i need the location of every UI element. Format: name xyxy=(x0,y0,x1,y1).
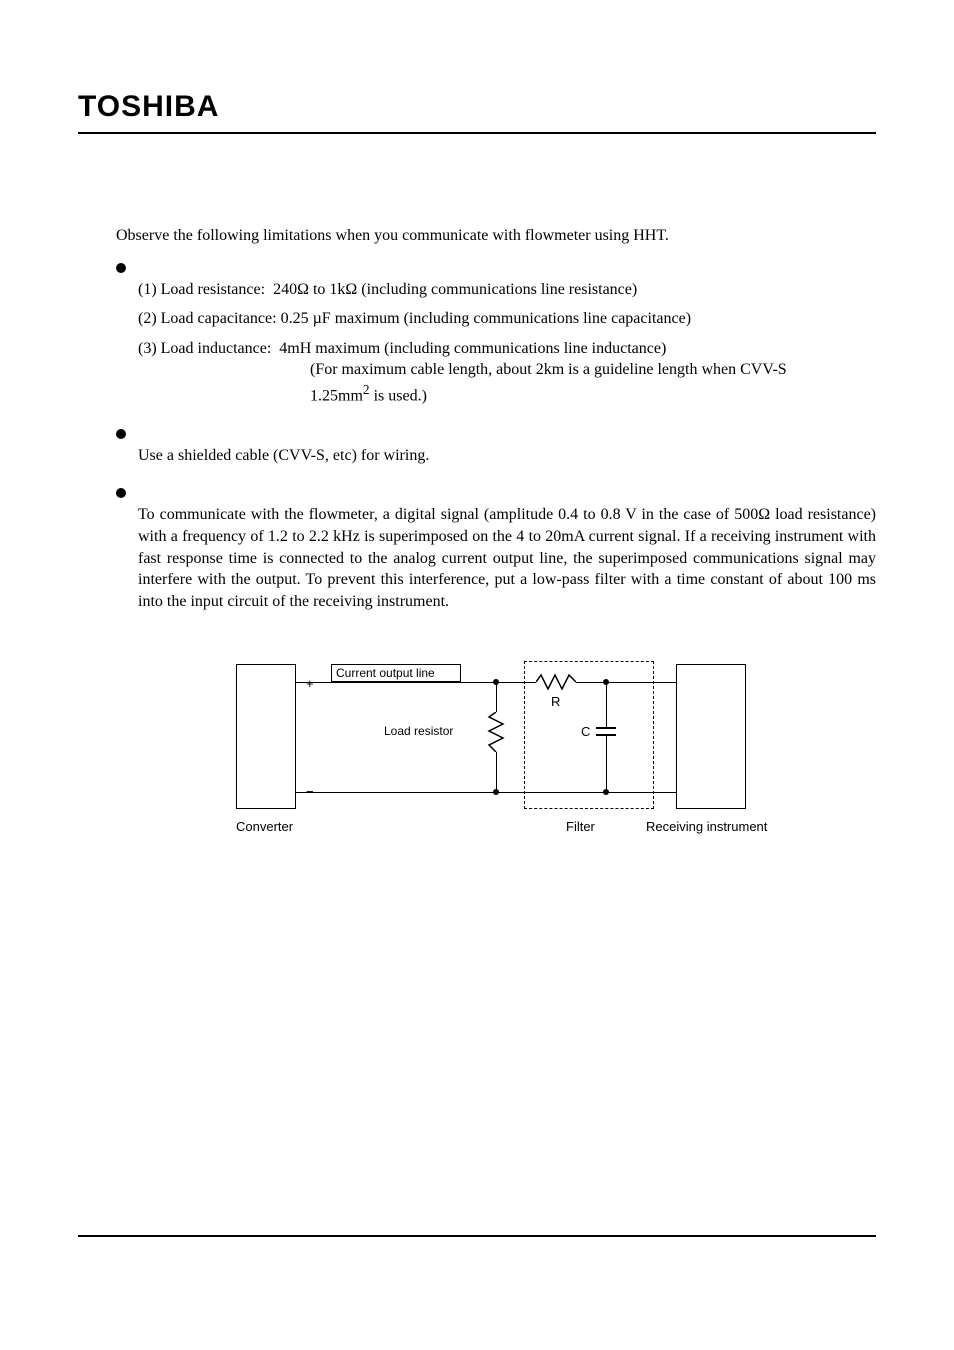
load-resistor-label: Load resistor xyxy=(384,724,453,738)
spec-list: (1) Load resistance: 240Ω to 1kΩ (includ… xyxy=(138,279,876,407)
bullet-3 xyxy=(116,484,876,498)
cont-sup: 2 xyxy=(363,382,370,397)
spec-capacitance: (2) Load capacitance: 0.25 µF maximum (i… xyxy=(138,308,876,330)
wire xyxy=(606,682,607,727)
bullet-2 xyxy=(116,425,876,439)
converter-box xyxy=(236,664,296,809)
cont-line-2: 1.25mm2 is used.) xyxy=(310,381,876,407)
circuit-diagram: + − Converter Current output line Load r… xyxy=(236,664,776,884)
cont-2b: is used.) xyxy=(370,387,427,404)
c-label: C xyxy=(581,724,590,739)
intro-text: Observe the following limitations when y… xyxy=(116,225,876,247)
spec-inductance: (3) Load inductance: 4mH maximum (includ… xyxy=(138,338,876,360)
spec-text: 240Ω to 1kΩ (including communications li… xyxy=(265,279,637,301)
bullet-icon xyxy=(116,263,126,273)
spec-label: (2) Load capacitance: xyxy=(138,308,277,330)
converter-label: Converter xyxy=(236,819,293,834)
wire xyxy=(606,734,607,792)
cap-plate xyxy=(596,727,616,729)
wire xyxy=(496,682,536,683)
r-label: R xyxy=(551,694,560,709)
receiving-box xyxy=(676,664,746,809)
cont-2a: 1.25mm xyxy=(310,387,363,404)
bullet-icon xyxy=(116,488,126,498)
shielded-cable-text: Use a shielded cable (CVV-S, etc) for wi… xyxy=(138,445,876,467)
spec-label: (3) Load inductance: xyxy=(138,338,271,360)
current-output-label: Current output line xyxy=(336,666,435,680)
cont-line-1: (For maximum cable length, about 2km is … xyxy=(310,359,876,381)
wire xyxy=(606,682,676,683)
resistor-r-icon xyxy=(536,672,576,692)
wire xyxy=(576,682,606,683)
bottom-rule xyxy=(78,1235,876,1237)
wire xyxy=(296,792,496,793)
wire xyxy=(496,682,497,712)
spec-resistance: (1) Load resistance: 240Ω to 1kΩ (includ… xyxy=(138,279,876,301)
spec-text: 4mH maximum (including communications li… xyxy=(271,338,666,360)
wire xyxy=(496,792,676,793)
spec-text: 0.25 µF maximum (including communication… xyxy=(277,308,691,330)
spec-label: (1) Load resistance: xyxy=(138,279,265,301)
wire xyxy=(496,752,497,792)
resistor-icon xyxy=(486,712,506,752)
plus-label: + xyxy=(306,676,314,691)
brand-logo: TOSHIBA xyxy=(78,90,219,124)
bullet-icon xyxy=(116,429,126,439)
main-content: Observe the following limitations when y… xyxy=(116,225,876,630)
filter-text: To communicate with the flowmeter, a dig… xyxy=(138,504,876,612)
top-rule xyxy=(78,132,876,134)
receiving-label: Receiving instrument xyxy=(646,819,767,834)
wire xyxy=(296,682,496,683)
spec-inductance-cont: (For maximum cable length, about 2km is … xyxy=(310,359,876,407)
filter-label: Filter xyxy=(566,819,595,834)
bullet-1 xyxy=(116,259,876,273)
